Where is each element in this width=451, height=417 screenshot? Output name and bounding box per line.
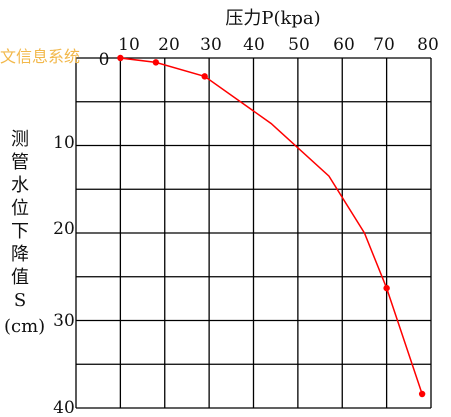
series <box>117 54 426 398</box>
series-line <box>120 57 423 395</box>
y-axis-label-char: 管 <box>11 152 29 173</box>
y-tick-label: 20 <box>53 219 75 239</box>
data-point-marker <box>383 284 390 292</box>
x-tick-label: 60 <box>333 35 355 55</box>
y-axis-label-char: 下 <box>11 221 29 242</box>
x-tick-label: 70 <box>373 35 395 55</box>
y-tick-labels: 10 20 30 40 <box>53 133 75 417</box>
data-point-marker <box>201 73 208 80</box>
data-point-marker <box>418 390 426 398</box>
x-tick-label: 20 <box>158 35 180 55</box>
y-axis-label-char: 位 <box>11 198 29 219</box>
data-point-marker <box>117 54 124 62</box>
y-axis-label-char: 值 <box>11 267 29 288</box>
chart-title: 压力P(kpa) <box>225 8 320 29</box>
x-tick-label: 10 <box>118 35 140 55</box>
x-tick-label: 50 <box>288 35 310 55</box>
y-axis-label-char: 水 <box>11 175 29 196</box>
x-tick-label: 30 <box>200 35 222 55</box>
data-point-marker <box>152 59 160 66</box>
x-tick-labels: 0 10 20 30 40 50 60 70 80 <box>99 35 439 70</box>
y-axis-label-char: S <box>14 290 26 311</box>
y-tick-label: 10 <box>53 133 75 153</box>
y-axis-label-char: 降 <box>11 244 29 265</box>
grid <box>75 57 432 409</box>
watermark-text: 文信息系统 <box>0 47 80 66</box>
y-axis-unit-label: (cm) <box>4 316 45 337</box>
x-tick-label: 40 <box>243 35 265 55</box>
y-tick-label: 30 <box>53 311 75 331</box>
x-tick-label: 80 <box>417 35 439 55</box>
y-axis-label-char: 测 <box>11 129 29 150</box>
x-tick-label: 0 <box>99 50 110 70</box>
y-tick-label: 40 <box>53 398 75 417</box>
